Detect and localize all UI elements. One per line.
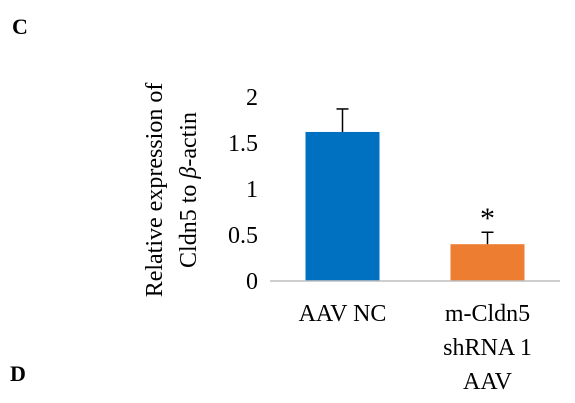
- plot-area: *: [305, 108, 525, 281]
- y-tick-label: 0: [246, 269, 258, 295]
- x-axis-categories: AAV NC m-Cldn5 shRNA 1 AAV: [299, 301, 532, 395]
- x-category-label: AAV: [463, 369, 513, 395]
- x-category-label: AAV NC: [299, 301, 387, 327]
- bar: [450, 244, 525, 281]
- y-axis-label-line-2: Cldn5 to β-actin: [176, 112, 202, 268]
- y-axis-label-line-1: Relative expression of: [142, 83, 168, 298]
- y-tick-label: 1.5: [228, 131, 258, 157]
- panel-letter-d: D: [10, 361, 26, 386]
- y-axis-label: Relative expression of Cldn5 to β-actin: [142, 83, 202, 298]
- significance-marker: *: [480, 202, 495, 235]
- x-category-label: m-Cldn5: [445, 301, 530, 327]
- y-axis-ticks: 0 0.5 1 1.5 2: [228, 85, 258, 295]
- y-tick-label: 0.5: [228, 223, 258, 249]
- panel-letter-c: C: [12, 14, 28, 39]
- y-tick-label: 2: [246, 85, 258, 111]
- bar: [305, 131, 380, 281]
- y-tick-label: 1: [246, 177, 258, 203]
- x-category-label: shRNA 1: [443, 335, 532, 361]
